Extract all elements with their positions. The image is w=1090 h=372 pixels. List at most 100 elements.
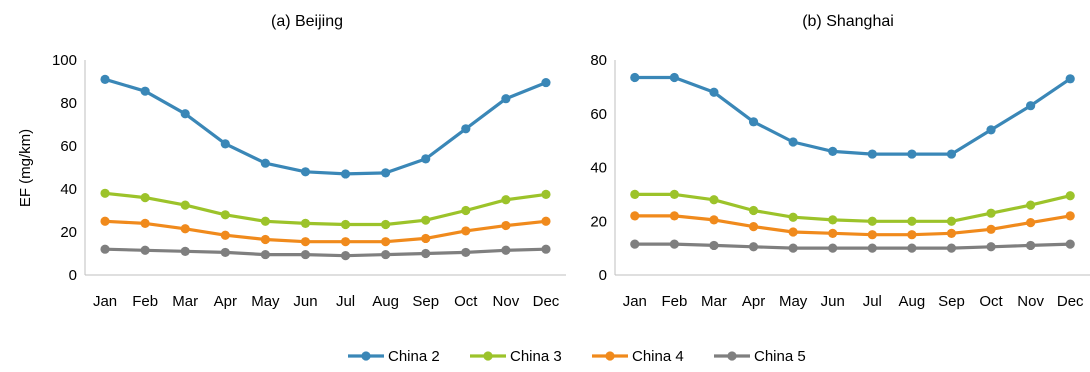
y-tick-label: 60 (590, 106, 607, 123)
x-tick-label: May (251, 293, 280, 310)
x-tick-label: May (779, 293, 808, 310)
data-point-china-4 (421, 233, 431, 244)
data-point-china-2 (381, 168, 391, 178)
y-tick-label: 60 (60, 138, 77, 155)
data-point-china-3 (100, 188, 110, 198)
data-point-china-5 (946, 243, 957, 253)
series-line-china-5 (633, 242, 1072, 250)
data-point-china-5 (421, 248, 431, 259)
series-line-china-3 (103, 191, 548, 227)
data-point-china-2 (946, 149, 957, 159)
data-point-china-5 (1065, 239, 1075, 249)
data-point-china-5 (180, 246, 190, 256)
x-tick-label: Feb (661, 293, 687, 310)
data-point-china-4 (1065, 211, 1075, 221)
y-tick-label: 80 (60, 95, 77, 112)
series-line-china-3 (633, 192, 1072, 223)
data-point-china-3 (461, 205, 471, 216)
data-point-china-4 (630, 211, 640, 221)
x-tick-label: Jan (93, 293, 117, 310)
y-tick-label: 0 (599, 267, 607, 284)
x-tick-label: Nov (493, 293, 520, 310)
y-tick-label: 100 (52, 52, 77, 69)
data-point-china-5 (828, 243, 838, 253)
data-point-china-4 (541, 216, 551, 226)
data-point-china-5 (986, 242, 996, 252)
data-point-china-2 (1026, 101, 1036, 111)
data-point-china-2 (501, 94, 511, 104)
data-point-china-2 (100, 74, 110, 84)
data-point-china-4 (788, 227, 798, 237)
data-point-china-3 (340, 219, 351, 230)
data-point-china-2 (541, 77, 551, 88)
data-point-china-4 (501, 220, 511, 231)
data-point-china-4 (986, 224, 996, 234)
series-line-china-4 (103, 219, 548, 244)
data-point-china-4 (669, 211, 679, 221)
data-point-china-4 (340, 237, 351, 247)
x-tick-label: Apr (742, 293, 765, 310)
x-tick-label: Aug (372, 293, 399, 310)
data-point-china-2 (140, 86, 150, 96)
data-point-china-3 (220, 210, 230, 220)
data-point-china-2 (907, 149, 917, 159)
legend-label-china-2: China 2 (388, 348, 440, 365)
data-point-china-5 (340, 251, 351, 261)
data-point-china-2 (867, 149, 877, 159)
data-point-china-4 (220, 230, 230, 240)
data-point-china-5 (788, 243, 798, 253)
legend-label-china-4: China 4 (632, 348, 684, 365)
data-point-china-2 (828, 146, 838, 156)
legend: China 2 China 3 China 4 China 5 (348, 348, 806, 365)
data-point-china-3 (541, 189, 551, 199)
data-point-china-2 (788, 137, 798, 147)
data-point-china-2 (630, 72, 640, 83)
panel-shanghai: (b) Shanghai 0 20 40 60 80 Jan Feb Mar Apr May Jun… (590, 13, 1090, 310)
data-point-china-4 (300, 237, 311, 247)
x-tick-label: Nov (1017, 293, 1044, 310)
y-tick-label: 40 (60, 181, 77, 198)
x-tick-label: Dec (1057, 293, 1084, 310)
y-tick-label: 20 (590, 213, 607, 230)
legend-marker-china-2 (361, 351, 371, 361)
series-line-china-5 (103, 247, 548, 258)
data-point-china-4 (461, 226, 471, 236)
data-point-china-4 (180, 224, 190, 234)
x-tick-label: Feb (132, 293, 158, 310)
data-point-china-5 (867, 243, 877, 253)
data-point-china-3 (1026, 200, 1036, 210)
legend-marker-china-5 (727, 351, 737, 361)
data-point-china-5 (630, 239, 640, 249)
data-point-china-2 (340, 169, 351, 179)
data-point-china-5 (907, 243, 917, 253)
data-point-china-5 (748, 242, 759, 252)
data-point-china-3 (907, 216, 917, 226)
data-point-china-5 (220, 247, 230, 258)
data-point-china-5 (100, 244, 110, 254)
data-point-china-2 (669, 72, 679, 83)
legend-label-china-5: China 5 (754, 348, 806, 365)
data-point-china-2 (1065, 74, 1075, 84)
data-point-china-4 (748, 222, 759, 232)
panel-title-shanghai: (b) Shanghai (802, 13, 894, 30)
x-tick-label: Jun (293, 293, 317, 310)
data-point-china-4 (907, 230, 917, 240)
data-point-china-4 (381, 237, 391, 247)
data-point-china-2 (748, 117, 759, 127)
data-point-china-3 (300, 218, 311, 228)
y-tick-label: 20 (60, 224, 77, 241)
data-point-china-3 (709, 195, 719, 205)
x-tick-label: Mar (172, 293, 198, 310)
y-axis-label: EF (mg/km) (17, 129, 34, 207)
x-tick-label: Jun (821, 293, 845, 310)
data-point-china-4 (100, 216, 110, 226)
data-point-china-3 (381, 219, 391, 230)
data-point-china-2 (986, 125, 996, 135)
data-point-china-5 (260, 249, 270, 260)
legend-marker-china-4 (605, 351, 615, 361)
x-tick-label: Sep (412, 293, 439, 310)
data-point-china-2 (461, 124, 471, 134)
data-point-china-5 (501, 245, 511, 255)
x-tick-label: Dec (533, 293, 560, 310)
data-point-china-3 (140, 193, 150, 203)
